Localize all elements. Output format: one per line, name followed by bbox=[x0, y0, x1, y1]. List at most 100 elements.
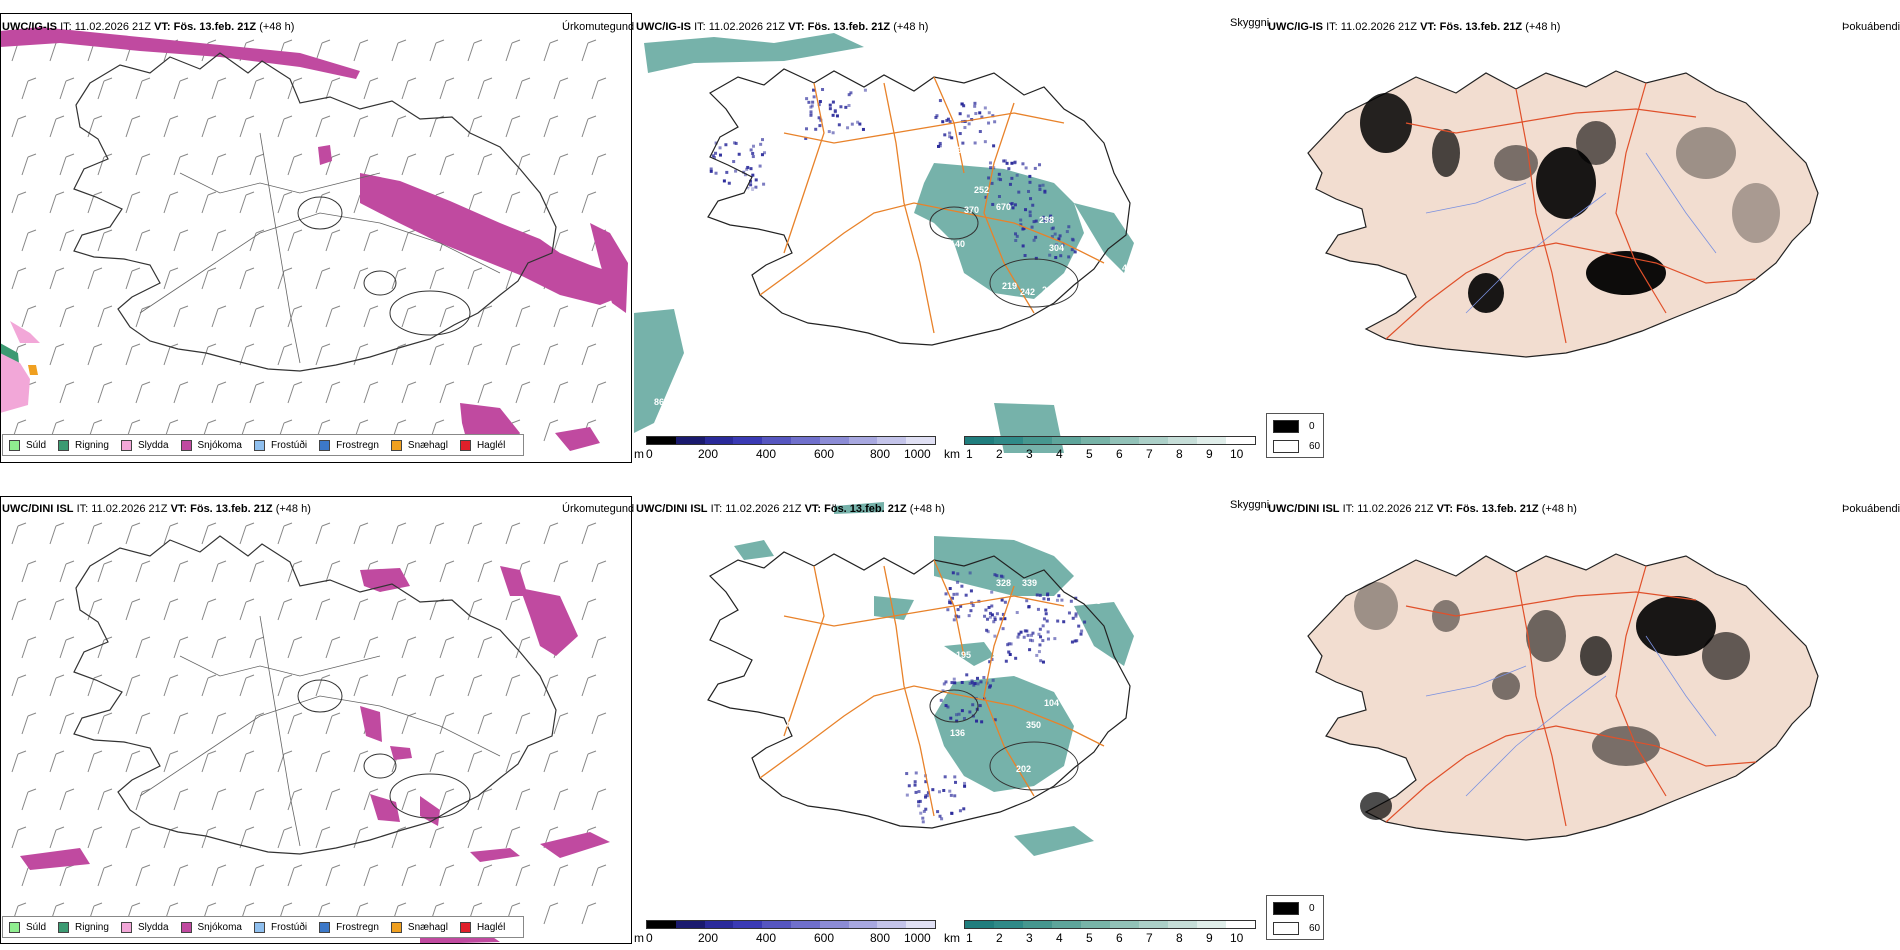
road-network bbox=[1385, 82, 1757, 344]
ceiling-speck bbox=[1028, 210, 1032, 214]
wind-barb bbox=[591, 560, 607, 583]
ceiling-speck bbox=[1003, 600, 1007, 604]
ceiling-tick: 1000 bbox=[904, 447, 931, 461]
ceiling-speck bbox=[935, 114, 939, 118]
wind-barb bbox=[363, 305, 379, 328]
ceiling-speck bbox=[955, 719, 959, 723]
wind-barb bbox=[439, 77, 455, 100]
ceiling-speck bbox=[1046, 597, 1050, 601]
ceiling-speck bbox=[833, 110, 837, 114]
ceiling-speck bbox=[991, 114, 995, 118]
wind-barb bbox=[59, 229, 75, 252]
ceiling-speck bbox=[714, 141, 718, 145]
it-value: 11.02.2026 21Z bbox=[1340, 21, 1417, 33]
ceiling-speck bbox=[1041, 215, 1045, 219]
ceiling-speck bbox=[828, 107, 832, 111]
ceiling-speck bbox=[1074, 612, 1078, 616]
ceiling-speck bbox=[980, 720, 984, 724]
wind-barb bbox=[477, 636, 493, 659]
ceiling-speck bbox=[1009, 642, 1013, 646]
ceiling-tick: 200 bbox=[698, 447, 719, 461]
wind-barb bbox=[315, 191, 331, 214]
wind-barb bbox=[543, 522, 559, 545]
ceiling-speck bbox=[960, 584, 964, 588]
ceiling-speck bbox=[925, 794, 929, 798]
it-value: 11.02.2026 21Z bbox=[74, 21, 151, 33]
it-label: IT: bbox=[710, 503, 723, 515]
ceiling-speck bbox=[943, 133, 947, 137]
ceiling-label: 195 bbox=[956, 650, 971, 660]
visibility-tick: 5 bbox=[1086, 931, 1093, 945]
ceiling-speck bbox=[962, 104, 966, 108]
wind-barb bbox=[173, 77, 189, 100]
ceiling-tick: 0 bbox=[646, 447, 653, 461]
ceiling-speck bbox=[921, 820, 925, 824]
wind-barb bbox=[87, 343, 103, 366]
fog-value-low: 60 bbox=[1309, 441, 1321, 452]
ceiling-speck bbox=[997, 194, 1001, 198]
ceiling-speck bbox=[999, 178, 1003, 182]
ceiling-label: 42 bbox=[786, 720, 796, 730]
iceland-outline bbox=[707, 551, 1131, 829]
ceiling-speck bbox=[953, 681, 957, 685]
legend-item: Rigning bbox=[58, 439, 109, 451]
legend-swatch bbox=[390, 439, 402, 451]
ceiling-speck bbox=[817, 103, 821, 107]
wind-barb bbox=[325, 712, 341, 735]
wind-barb bbox=[49, 826, 65, 849]
legend-label: Snjókoma bbox=[197, 921, 242, 933]
legend-item: Frostúði bbox=[253, 439, 307, 451]
ceiling-speck bbox=[957, 615, 961, 619]
ceiling-speck bbox=[839, 105, 843, 109]
wind-barb bbox=[401, 381, 417, 404]
wind-barb bbox=[315, 522, 331, 545]
ceiling-speck bbox=[1044, 612, 1048, 616]
wind-barb bbox=[249, 153, 265, 176]
wind-barb bbox=[315, 267, 331, 290]
legend-item: Rigning bbox=[58, 921, 109, 933]
wind-barb bbox=[277, 115, 293, 138]
wind-barb bbox=[515, 864, 531, 887]
ceiling-label: 378 bbox=[1086, 596, 1101, 606]
ceiling-speck bbox=[861, 127, 865, 131]
ceiling-speck bbox=[987, 605, 991, 609]
ceiling-speck bbox=[1079, 632, 1083, 636]
wind-barb bbox=[59, 712, 75, 735]
ceiling-speck bbox=[980, 115, 984, 119]
ceiling-speck bbox=[1046, 592, 1050, 596]
ceiling-speck bbox=[954, 780, 958, 784]
wind-barb bbox=[439, 712, 455, 735]
wind-barb bbox=[163, 191, 179, 214]
wind-barb bbox=[505, 191, 521, 214]
wind-barb bbox=[21, 636, 37, 659]
ceiling-speck bbox=[1028, 180, 1032, 184]
colorbar-step bbox=[1197, 921, 1226, 928]
ceiling-speck bbox=[917, 790, 921, 794]
fog-legend-low: 60 bbox=[1273, 440, 1320, 453]
ceiling-labels: 328 339 378 195 136 350 202 335 228 104 42 37 bbox=[744, 578, 1131, 778]
ceiling-speck bbox=[972, 683, 976, 687]
ceiling-speck bbox=[749, 148, 753, 152]
visibility-tick: 9 bbox=[1206, 931, 1213, 945]
ceiling-speck bbox=[1019, 223, 1023, 227]
wind-barb bbox=[391, 267, 407, 290]
lead-time: (+48 h) bbox=[1525, 21, 1561, 33]
snow-pellet-area bbox=[28, 365, 38, 375]
ceiling-speck bbox=[982, 675, 986, 679]
ceiling-speck bbox=[1048, 218, 1052, 222]
wind-barb bbox=[211, 153, 227, 176]
wind-barb bbox=[97, 788, 113, 811]
wind-barb bbox=[439, 560, 455, 583]
ceiling-label: 476 bbox=[1122, 263, 1137, 273]
legend-item: Snæhagl bbox=[390, 921, 448, 933]
wind-barb bbox=[97, 153, 113, 176]
wind-barb bbox=[135, 560, 151, 583]
ceiling-speck bbox=[758, 164, 762, 168]
wind-barb bbox=[553, 77, 569, 100]
ceiling-tick: 400 bbox=[756, 931, 777, 945]
ceiling-label: 20 bbox=[744, 125, 754, 135]
ceiling-speck bbox=[938, 99, 942, 103]
wind-barb bbox=[429, 826, 445, 849]
ceiling-speck bbox=[978, 704, 982, 708]
ceiling-speck bbox=[714, 151, 718, 155]
